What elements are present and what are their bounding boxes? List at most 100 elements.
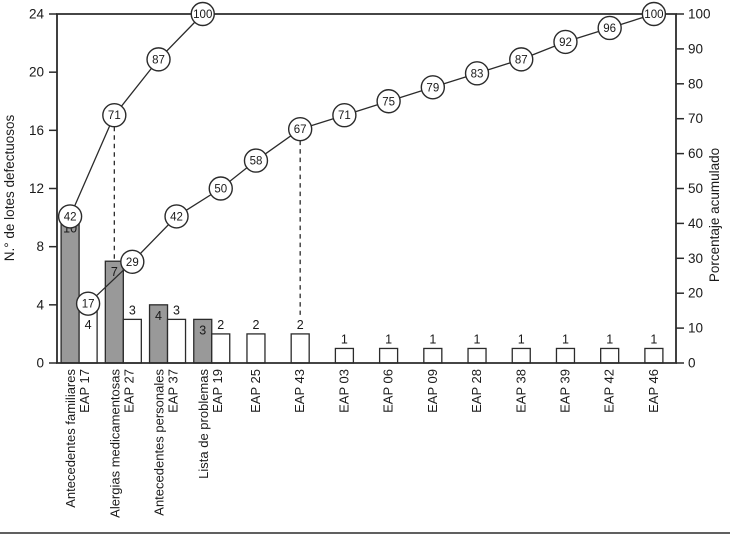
- right-tick-label: 60: [688, 146, 703, 161]
- left-tick-label: 16: [29, 123, 44, 138]
- category-code-label: EAP 39: [557, 369, 572, 413]
- bar-value-label: 2: [252, 318, 259, 332]
- bar-value-label: 1: [562, 332, 569, 346]
- marker-value: 29: [126, 257, 139, 269]
- left-tick-label: 0: [36, 356, 44, 371]
- category-code-label: EAP 43: [292, 369, 307, 413]
- bar-value-label: 2: [297, 318, 304, 332]
- marker-value: 100: [644, 9, 663, 21]
- cumulative-marker: [120, 249, 145, 274]
- cumulative-marker: [287, 116, 313, 142]
- marker-value: 96: [603, 23, 616, 35]
- y-axis-title-right: Porcentaje acumulado: [707, 148, 722, 282]
- marker-value: 71: [338, 110, 351, 122]
- left-tick-label: 20: [29, 65, 44, 80]
- marker-value: 83: [471, 68, 484, 80]
- cumulative-marker: [57, 204, 83, 229]
- category-code-label: EAP 06: [381, 369, 396, 413]
- category-code-label: EAP 28: [469, 369, 484, 413]
- cumulative-marker: [641, 1, 667, 27]
- right-tick-label: 80: [688, 76, 703, 91]
- bar-value-label: 1: [429, 332, 436, 346]
- left-tick-label: 8: [36, 239, 44, 254]
- category-code-label: EAP 46: [646, 369, 661, 413]
- right-tick-label: 70: [688, 111, 703, 126]
- cumulative-marker: [553, 29, 578, 55]
- right-tick-label: 50: [688, 181, 703, 196]
- white-bar: [378, 347, 399, 364]
- cumulative-marker: [376, 89, 401, 114]
- category-code-label: EAP 09: [425, 369, 440, 413]
- bar-value-label: 3: [173, 303, 180, 317]
- marker-value: 67: [294, 124, 307, 136]
- marker-value: 92: [559, 37, 572, 49]
- category-code-label: EAP 42: [602, 369, 617, 413]
- white-bar: [511, 347, 531, 364]
- cumulative-marker: [75, 291, 101, 316]
- white-bar: [600, 347, 620, 364]
- cumulative-marker: [597, 15, 622, 41]
- cumulative-marker: [208, 176, 233, 201]
- right-tick-label: 30: [688, 251, 703, 266]
- cumulative-marker: [146, 47, 171, 72]
- bar-value-label: 2: [217, 318, 224, 332]
- bar-value-label: 1: [474, 332, 481, 346]
- bar-value-label: 3: [129, 303, 136, 317]
- right-tick-label: 40: [688, 216, 703, 231]
- bar-value-label: 1: [606, 332, 613, 346]
- cumulative-marker: [509, 47, 534, 72]
- white-bar: [467, 347, 487, 364]
- marker-value: 100: [193, 9, 212, 21]
- white-bar: [290, 333, 310, 364]
- cumulative-marker: [164, 204, 189, 229]
- cumulative-marker: [332, 103, 357, 128]
- white-bar: [555, 347, 576, 364]
- cumulative-line-white: [87, 13, 655, 305]
- category-code-label: EAP 25: [248, 369, 263, 413]
- marker-value: 79: [426, 82, 439, 94]
- cumulative-marker: [243, 148, 269, 173]
- category-label: Alergias medicamentosas: [107, 369, 122, 518]
- cumulative-marker: [464, 61, 490, 86]
- left-tick-label: 24: [29, 7, 45, 22]
- right-tick-label: 20: [688, 286, 703, 301]
- left-tick-label: 12: [29, 181, 44, 196]
- marker-value: 42: [170, 211, 183, 223]
- white-bar: [644, 347, 664, 364]
- white-bar: [423, 347, 443, 364]
- bar-value-label: 1: [341, 332, 348, 346]
- white-bar: [122, 318, 142, 364]
- marker-value: 71: [108, 110, 121, 122]
- white-bar: [211, 333, 231, 364]
- cumulative-marker: [420, 75, 446, 100]
- category-label: Antecedentes personales: [152, 369, 167, 516]
- category-label: Lista de problemas: [196, 369, 211, 479]
- marker-value: 87: [152, 54, 165, 66]
- marker-value: 75: [382, 96, 395, 108]
- marker-value: 58: [250, 156, 263, 168]
- category-code-label: EAP 03: [336, 369, 351, 413]
- bar-value-label: 1: [518, 332, 525, 346]
- category-code-label: EAP 38: [513, 369, 528, 413]
- y-axis-title-left: N.° de lotes defectuosos: [2, 115, 17, 262]
- marker-value: 17: [82, 299, 95, 311]
- category-code-label: EAP 19: [210, 369, 225, 413]
- category-code-label: EAP 27: [121, 369, 136, 413]
- bar-value-label: 7: [111, 265, 118, 279]
- bar-value-label: 4: [155, 309, 162, 323]
- category-code-label: EAP 17: [77, 369, 92, 413]
- bar-value-label: 4: [85, 318, 92, 332]
- left-tick-label: 4: [36, 297, 44, 312]
- category-label: Antecedentes familiares: [63, 369, 78, 508]
- cumulative-line-gray: [69, 13, 204, 217]
- cumulative-marker: [102, 103, 127, 128]
- bar-value-label: 1: [650, 332, 657, 346]
- white-bar: [246, 333, 266, 364]
- bar-value-label: 1: [385, 332, 392, 346]
- marker-value: 50: [214, 184, 227, 196]
- right-tick-label: 100: [688, 7, 711, 22]
- gray-bar: [60, 216, 80, 364]
- right-tick-label: 0: [688, 356, 696, 371]
